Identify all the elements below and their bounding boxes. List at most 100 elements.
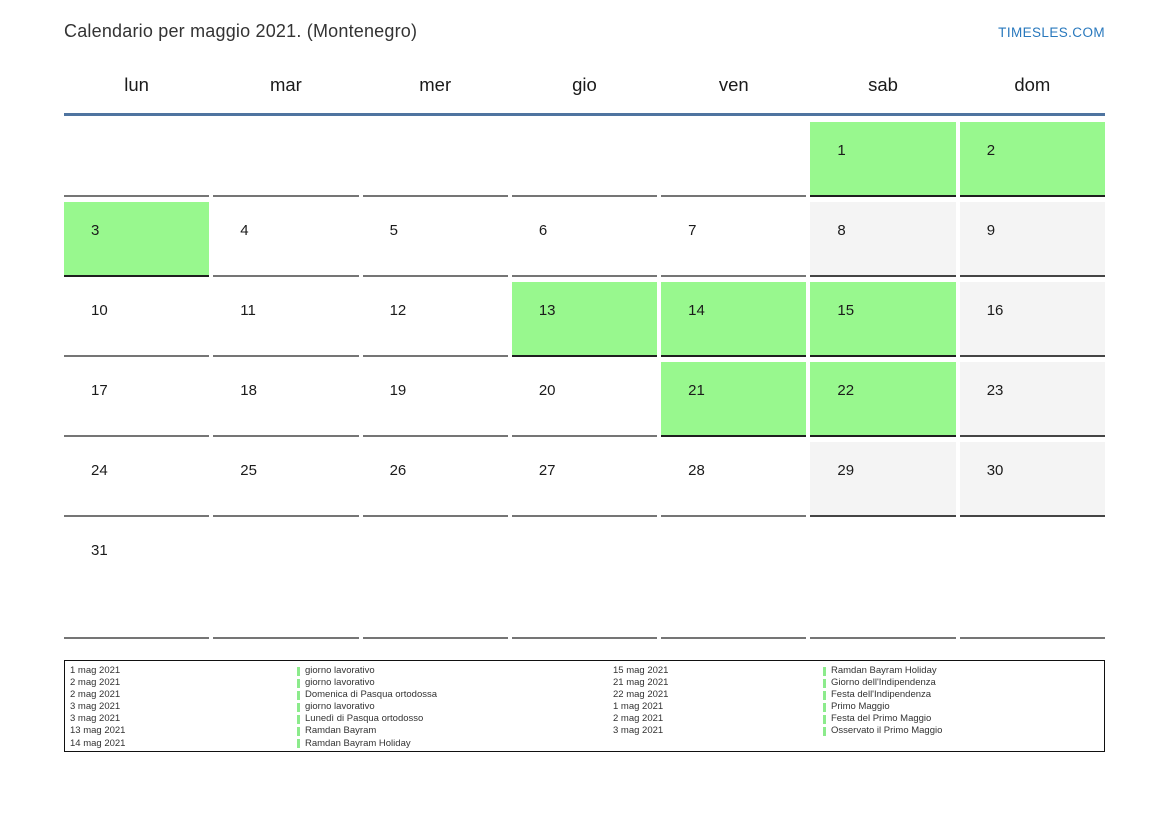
day-cell-empty	[213, 122, 359, 197]
day-cell-20: 20	[511, 362, 658, 437]
day-cell-5: 5	[362, 202, 508, 277]
day-cell-16: 16	[959, 282, 1105, 357]
legend-entry-name: giorno lavorativo	[305, 665, 375, 676]
header-rule	[64, 113, 1105, 116]
site-link[interactable]: TIMESLES.COM	[998, 25, 1105, 40]
weekday-label-sab: sab	[868, 74, 898, 95]
holiday-marker-icon	[297, 714, 300, 724]
holiday-marker-icon	[823, 678, 826, 688]
day-cell-empty	[511, 522, 658, 639]
day-cell-2: 2	[959, 122, 1105, 197]
day-cell-19: 19	[362, 362, 508, 437]
legend-entry: 21 mag 2021 Giorno dell'Indipendenza	[613, 677, 1104, 689]
legend-entry-date: 21 mag 2021	[613, 677, 669, 689]
legend-entry-name: Ramdan Bayram Holiday	[831, 665, 937, 676]
legend-entry-date: 13 mag 2021	[70, 725, 126, 737]
day-cell-4: 4	[213, 202, 359, 277]
calendar-page: Calendario per maggio 2021. (Montenegro)…	[64, 0, 1105, 752]
holiday-marker-icon	[823, 690, 826, 700]
day-cell-27: 27	[511, 442, 658, 517]
holiday-marker-icon	[297, 702, 300, 712]
legend-entry: 14 mag 2021 Ramdan Bayram Holiday	[70, 738, 613, 750]
weekday-label-lun: lun	[124, 74, 149, 95]
legend-entry-date: 2 mag 2021	[70, 677, 121, 689]
day-cell-17: 17	[64, 362, 210, 437]
calendar-grid: 1 2 3 4 5 6 7 8 9 10 11 12 13 14 15 16 17 18 19 20 21 22 23 24 2…	[64, 122, 1105, 639]
legend-entry-date: 2 mag 2021	[70, 689, 121, 701]
day-cell-10: 10	[64, 282, 210, 357]
legend-entry: 3 mag 2021 Lunedì di Pasqua ortodosso	[70, 713, 613, 725]
weekday-label-dom: dom	[1014, 74, 1051, 95]
legend-column-2: 15 mag 2021 Ramdan Bayram Holiday 21 mag 2…	[613, 665, 1104, 751]
day-cell-23: 23	[959, 362, 1105, 437]
day-cell-29: 29	[810, 442, 956, 517]
legend-entry: 1 mag 2021 giorno lavorativo	[70, 665, 613, 677]
legend-entry-name: giorno lavorativo	[305, 701, 375, 713]
day-cell-empty	[661, 522, 807, 639]
day-cell-8: 8	[810, 202, 956, 277]
legend-column-1: 1 mag 2021 giorno lavorativo 2 mag 2021 gio…	[70, 665, 613, 751]
day-cell-12: 12	[362, 282, 508, 357]
legend-entry: 2 mag 2021 giorno lavorativo	[70, 677, 613, 689]
day-cell-18: 18	[213, 362, 359, 437]
legend-entry-name: Osservato il Primo Maggio	[831, 725, 943, 737]
weekday-label-mar: mar	[269, 74, 302, 95]
weekday-label-ven: ven	[718, 74, 749, 95]
day-cell-empty	[511, 122, 658, 197]
legend-entry-date: 3 mag 2021	[613, 725, 664, 737]
day-cell-6: 6	[511, 202, 658, 277]
day-cell-empty	[362, 122, 508, 197]
day-cell-empty	[959, 522, 1105, 639]
legend-entry-date: 22 mag 2021	[613, 689, 669, 701]
legend-entry-name: Lunedì di Pasqua ortodosso	[305, 713, 424, 725]
day-cell-22: 22	[810, 362, 956, 437]
day-cell-30: 30	[959, 442, 1105, 517]
legend-entry: 3 mag 2021 Osservato il Primo Maggio	[613, 725, 1104, 737]
day-cell-1: 1	[810, 122, 956, 197]
legend-entry-name: Festa dell'Indipendenza	[831, 689, 932, 701]
legend-entry-name: Giorno dell'Indipendenza	[831, 677, 936, 689]
legend-entry-date: 1 mag 2021	[70, 665, 121, 676]
day-cell-empty	[64, 122, 210, 197]
holiday-marker-icon	[823, 666, 826, 676]
day-cell-14: 14	[661, 282, 807, 357]
legend-entry: 15 mag 2021 Ramdan Bayram Holiday	[613, 665, 1104, 677]
legend-entry-name: giorno lavorativo	[305, 677, 375, 689]
legend-entry-date: 2 mag 2021	[613, 713, 664, 725]
legend-entry-date: 3 mag 2021	[70, 713, 121, 725]
legend-entry-date: 15 mag 2021	[613, 665, 669, 676]
day-cell-3: 3	[64, 202, 210, 277]
page-title: Calendario per maggio 2021. (Montenegro)	[64, 21, 418, 41]
holiday-marker-icon	[297, 727, 300, 737]
legend-entry-name: Festa del Primo Maggio	[831, 713, 932, 725]
holiday-marker-icon	[297, 666, 300, 676]
day-cell-13: 13	[511, 282, 658, 357]
day-cell-31: 31	[64, 522, 210, 639]
legend-entry-date: 14 mag 2021	[70, 737, 126, 749]
top-bar: Calendario per maggio 2021. (Montenegro)…	[64, 0, 1105, 42]
legend-entry: 3 mag 2021 giorno lavorativo	[70, 701, 613, 713]
holiday-marker-icon	[823, 714, 826, 724]
day-cell-21: 21	[661, 362, 807, 437]
legend-entry: 1 mag 2021 Primo Maggio	[613, 701, 1104, 713]
day-cell-empty	[362, 522, 508, 639]
day-cell-empty	[810, 522, 956, 639]
legend-entry: 2 mag 2021 Festa del Primo Maggio	[613, 713, 1104, 725]
legend-entry-name: Ramdan Bayram	[305, 725, 377, 737]
day-cell-24: 24	[64, 442, 210, 517]
legend-entry: 2 mag 2021 Domenica di Pasqua ortodossa	[70, 689, 613, 701]
legend-entry-date: 1 mag 2021	[613, 701, 664, 713]
weekday-label-mer: mer	[419, 74, 452, 95]
day-cell-empty	[213, 522, 359, 639]
holiday-marker-icon	[297, 678, 300, 688]
legend-entry-name: Primo Maggio	[831, 701, 890, 713]
day-cell-25: 25	[213, 442, 359, 517]
legend-entry: 13 mag 2021 Ramdan Bayram	[70, 725, 613, 737]
holiday-marker-icon	[823, 727, 826, 737]
day-cell-11: 11	[213, 282, 359, 357]
day-cell-28: 28	[661, 442, 807, 517]
legend-entry: 22 mag 2021 Festa dell'Indipendenza	[613, 689, 1104, 701]
holiday-marker-icon	[297, 739, 300, 749]
legend-entry-date: 3 mag 2021	[70, 701, 121, 713]
day-cell-empty	[661, 122, 807, 197]
